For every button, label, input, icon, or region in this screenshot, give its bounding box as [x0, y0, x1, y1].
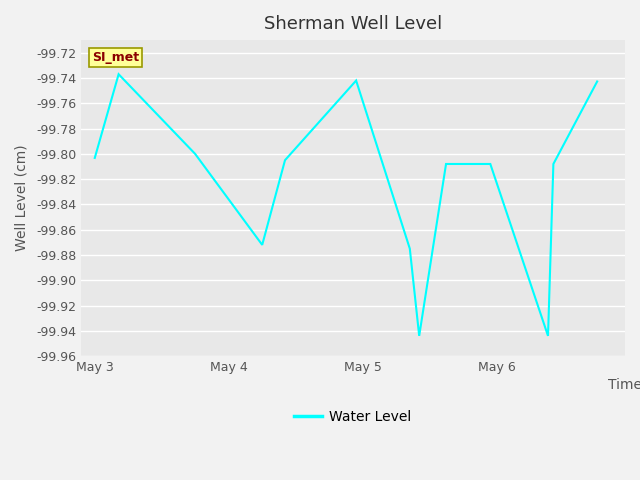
Title: Sherman Well Level: Sherman Well Level [264, 15, 442, 33]
X-axis label: Time: Time [607, 378, 640, 392]
Y-axis label: Well Level (cm): Well Level (cm) [15, 145, 29, 252]
Legend: Water Level: Water Level [289, 404, 417, 429]
Text: SI_met: SI_met [92, 51, 139, 64]
